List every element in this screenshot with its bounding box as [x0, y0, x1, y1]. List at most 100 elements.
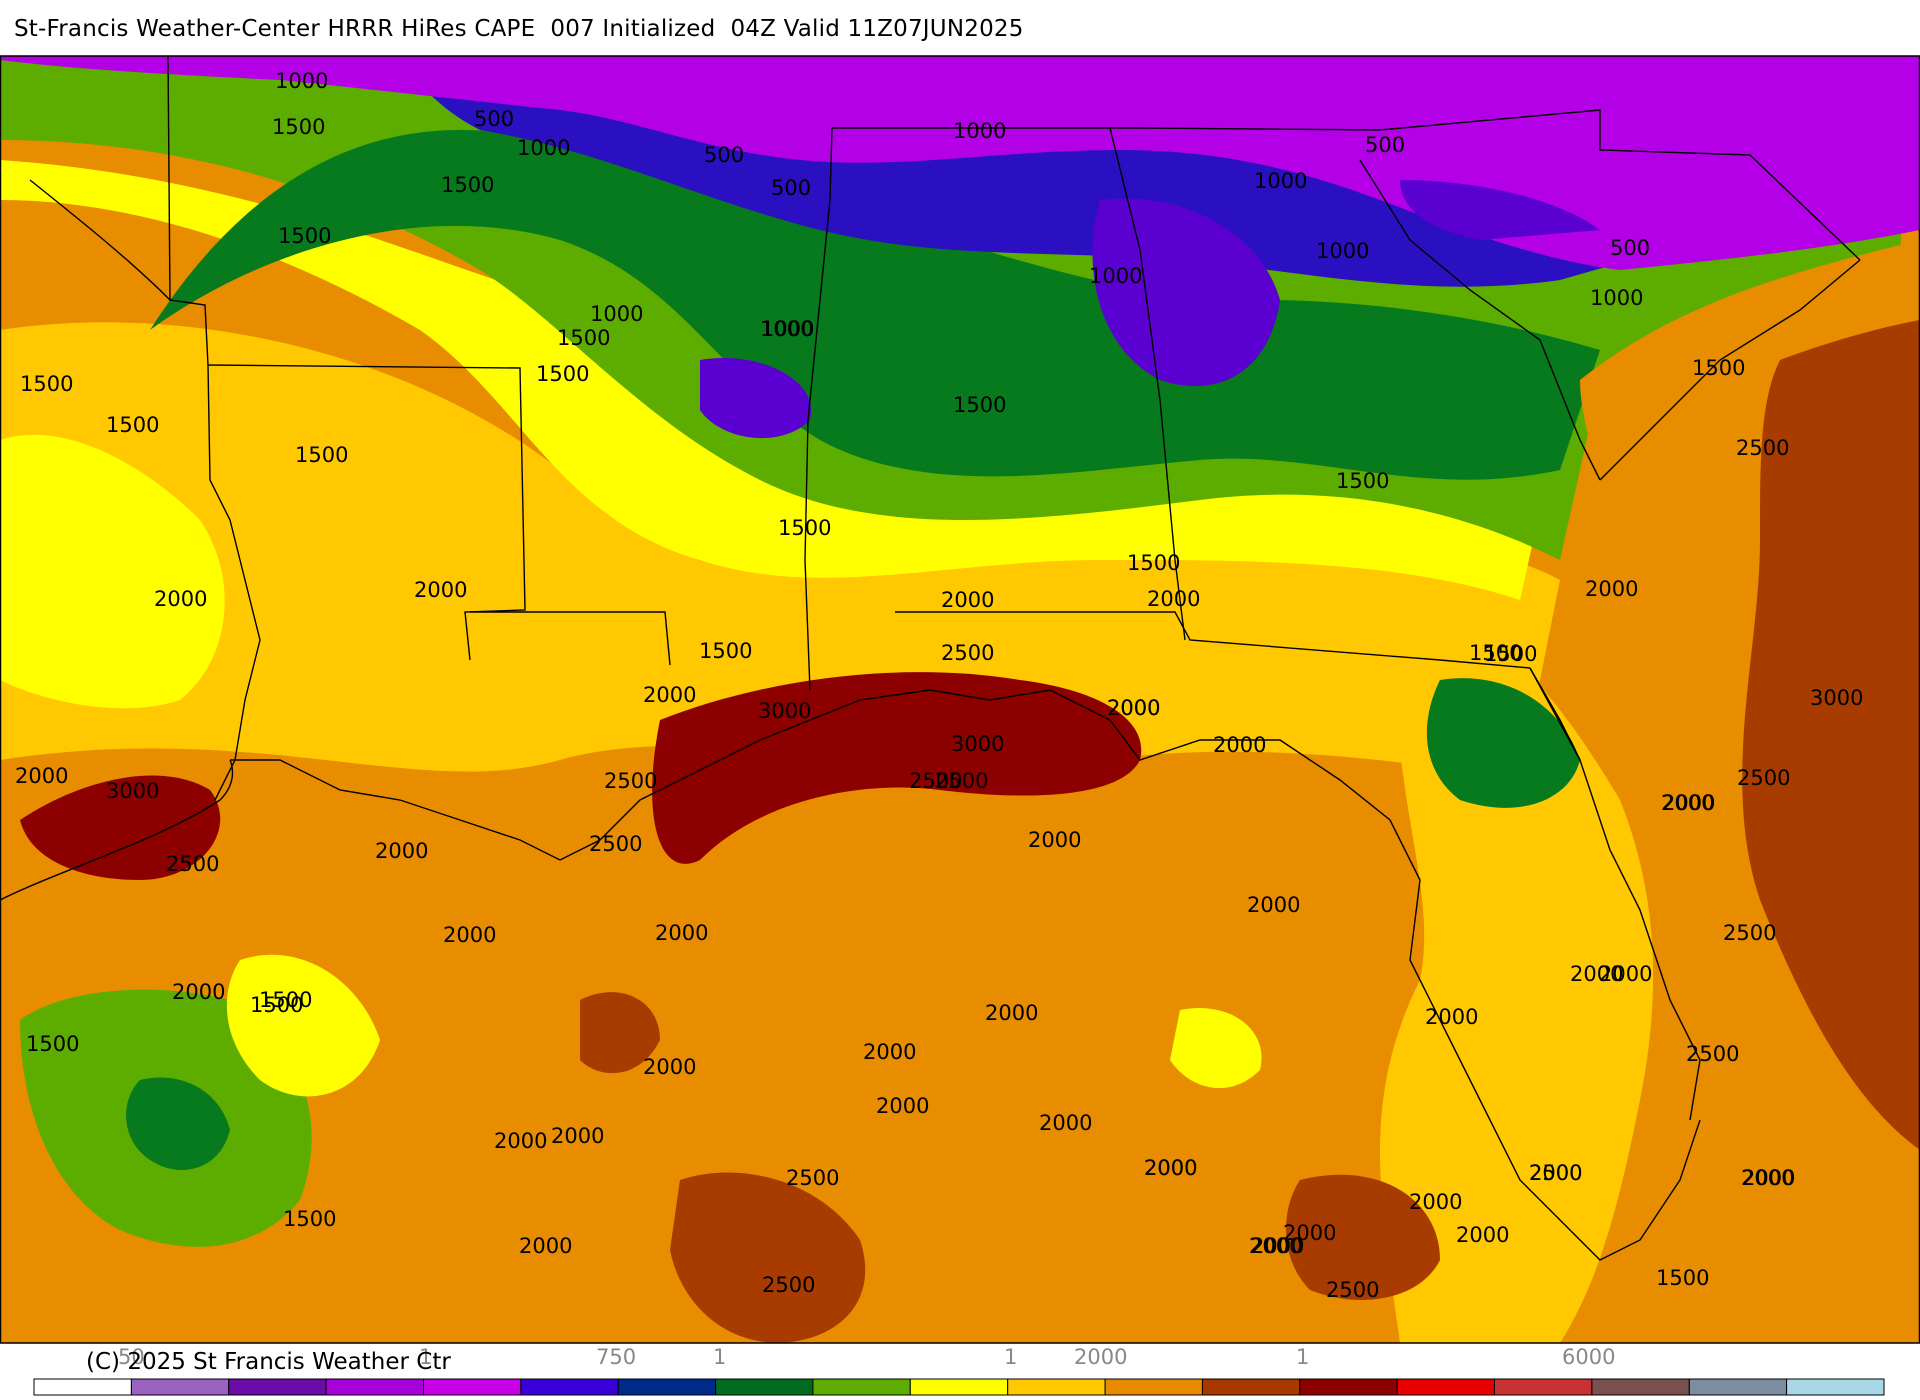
contour-label: 2000 — [1409, 1190, 1462, 1214]
contour-label: 1000 — [760, 317, 813, 341]
contour-label: 2500 — [589, 832, 642, 856]
boundary-lines — [0, 55, 1861, 1261]
contour-label: 1500 — [1336, 469, 1389, 493]
legend-tick-label: 750 — [596, 1345, 636, 1369]
contour-label: 1000 — [953, 119, 1006, 143]
contour-label: 1500 — [778, 516, 831, 540]
contour-label: 2000 — [655, 921, 708, 945]
contour-label: 2500 — [935, 769, 988, 793]
contour-label: 1500 — [1484, 642, 1537, 666]
contour-label: 2000 — [414, 578, 467, 602]
contour-label: 2000 — [1028, 828, 1081, 852]
legend-color-swatch — [325, 1378, 425, 1396]
contour-label: 2000 — [1456, 1223, 1509, 1247]
legend-tick-label: 2000 — [1074, 1345, 1127, 1369]
contour-label: 2000 — [941, 588, 994, 612]
legend-color-swatch — [1591, 1378, 1690, 1396]
contour-label: 2000 — [1147, 587, 1200, 611]
contour-label: 1500 — [536, 362, 589, 386]
contour-label: 2000 — [1283, 1221, 1336, 1245]
legend-tick-label: 1 — [713, 1345, 726, 1369]
contour-label: 2500 — [941, 641, 994, 665]
legend-tick-label: 1 — [419, 1345, 432, 1369]
legend-color-swatch — [715, 1378, 814, 1396]
contour-label: 2000 — [1741, 1166, 1794, 1190]
contour-label: 2000 — [1107, 696, 1160, 720]
legend-color-swatch — [617, 1378, 717, 1396]
contour-label: 500 — [704, 143, 744, 167]
legend-color-swatch — [130, 1378, 230, 1396]
contour-label: 1500 — [106, 413, 159, 437]
contour-label: 1500 — [557, 326, 610, 350]
contour-label: 2500 — [1529, 1161, 1582, 1185]
legend-color-swatch — [812, 1378, 911, 1396]
contour-label: 2000 — [154, 587, 207, 611]
contour-label: 2000 — [551, 1124, 604, 1148]
contour-label: 3000 — [1810, 686, 1863, 710]
contour-label: 1000 — [1254, 169, 1307, 193]
contour-label: 2000 — [1742, 1166, 1795, 1190]
contour-label: 2500 — [1723, 921, 1776, 945]
contour-label: 2500 — [1326, 1278, 1379, 1302]
contour-label: 1000 — [1590, 286, 1643, 310]
contour-label: 2000 — [643, 1055, 696, 1079]
contour-label: 1000 — [275, 69, 328, 93]
contour-label: 2000 — [1662, 791, 1715, 815]
contour-label: 1500 — [295, 443, 348, 467]
contour-label: 2000 — [1039, 1111, 1092, 1135]
legend-color-swatch — [1299, 1378, 1398, 1396]
contour-label: 2000 — [863, 1040, 916, 1064]
contour-label: 2000 — [1251, 1234, 1304, 1258]
contour-label: 1500 — [953, 393, 1006, 417]
contour-label: 2500 — [166, 852, 219, 876]
contour-label: 1000 — [517, 136, 570, 160]
contour-label: 2000 — [375, 839, 428, 863]
contour-label: 1500 — [1692, 356, 1745, 380]
legend-color-swatch — [1688, 1378, 1788, 1396]
contour-label: 2000 — [985, 1001, 1038, 1025]
legend-color-swatch — [520, 1378, 619, 1396]
contour-label: 1500 — [259, 988, 312, 1012]
legend-color-swatch — [33, 1378, 132, 1396]
contour-label: 2500 — [1737, 766, 1790, 790]
legend-color-swatch — [423, 1378, 522, 1396]
contour-label: 3000 — [758, 699, 811, 723]
contour-label: 1500 — [20, 372, 73, 396]
map-title: St-Francis Weather-Center HRRR HiRes CAP… — [14, 16, 1024, 42]
contour-label: 1000 — [590, 302, 643, 326]
legend-color-swatch — [1007, 1378, 1106, 1396]
contour-label: 1000 — [1089, 264, 1142, 288]
legend-color-swatch — [1396, 1378, 1496, 1396]
contour-label: 2000 — [1249, 1234, 1302, 1258]
contour-label: 1500 — [250, 993, 303, 1017]
contour-label: 1500 — [1127, 551, 1180, 575]
contour-labels: 1000 500 1500 1000 500 500 1000 1000 500… — [15, 69, 1863, 1302]
legend-color-swatch — [1786, 1378, 1885, 1396]
contour-label: 2000 — [1585, 577, 1638, 601]
copyright-notice: (C) 2025 St Francis Weather Ctr — [86, 1349, 451, 1375]
contour-label: 2500 — [604, 769, 657, 793]
contour-label: 500 — [1610, 236, 1650, 260]
contour-label: 2000 — [1599, 962, 1652, 986]
contour-label: 2500 — [1736, 436, 1789, 460]
contour-label: 2000 — [1570, 962, 1623, 986]
legend-tick-label: 50 — [118, 1345, 145, 1369]
contour-label: 1500 — [1469, 641, 1522, 665]
contour-label: 2000 — [1529, 1161, 1582, 1185]
contour-label: 1500 — [1656, 1266, 1709, 1290]
legend-tick-label: 1 — [1296, 1345, 1309, 1369]
contour-label: 1500 — [272, 115, 325, 139]
contour-label: 1500 — [699, 639, 752, 663]
contour-label: 2000 — [1144, 1156, 1197, 1180]
contour-label: 500 — [1365, 133, 1405, 157]
contour-label: 2000 — [443, 923, 496, 947]
contour-label: 1500 — [278, 224, 331, 248]
legend-color-swatch — [1494, 1378, 1593, 1396]
contour-label: 2500 — [786, 1166, 839, 1190]
contour-label: 2500 — [909, 769, 962, 793]
contour-label: 1000 — [761, 317, 814, 341]
contour-label: 1000 — [1316, 239, 1369, 263]
legend-color-swatch — [1104, 1378, 1203, 1396]
contour-label: 2000 — [1213, 733, 1266, 757]
contour-label: 1500 — [283, 1207, 336, 1231]
